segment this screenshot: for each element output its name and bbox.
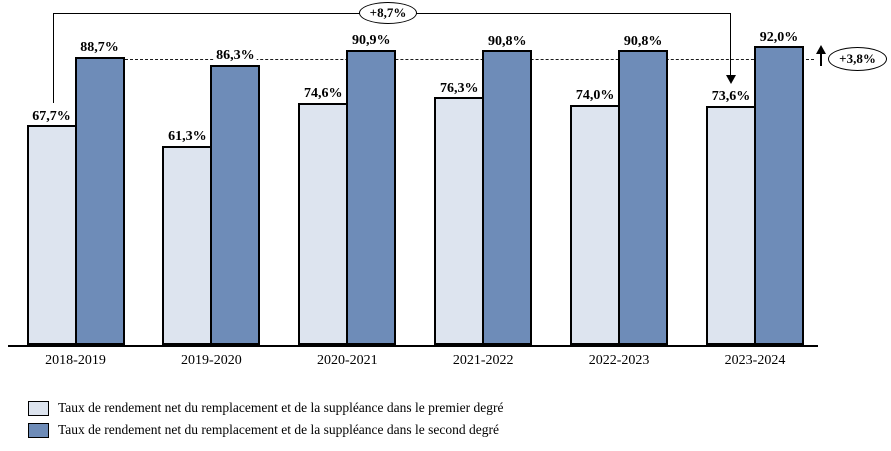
annotation-connector-left-segment	[53, 13, 54, 103]
bar-value-label: 67,7%	[30, 108, 73, 125]
bar-second-degre-2022-2023: 90,8%	[618, 34, 669, 345]
bar-premier-degre-2019-2020: 61,3%	[162, 130, 213, 345]
bar-value-label: 73,6%	[709, 89, 753, 105]
bar-group-2018-2019: 67,7% 88,7%	[26, 41, 125, 345]
x-axis-label-2023-2024: 2023-2024	[724, 353, 786, 368]
legend-item-premier-degre: Taux de rendement net du remplacement et…	[28, 400, 504, 416]
x-axis-label-2022-2023: 2022-2023	[588, 353, 650, 368]
bar-premier-degre-2018-2019: 67,7%	[26, 109, 77, 345]
bar-premier-degre-2022-2023: 74,0%	[570, 88, 621, 345]
x-axis-label-2020-2021: 2020-2021	[316, 353, 378, 368]
reference-dashed-line	[125, 59, 814, 60]
bar-premier-degre-2021-2022: 76,3%	[434, 81, 485, 345]
bar-value-label: 74,6%	[302, 86, 345, 102]
bar-value-label: 86,3%	[214, 48, 257, 64]
annotation-connector-right-segment	[730, 13, 731, 76]
legend-item-second-degre: Taux de rendement net du remplacement et…	[28, 422, 503, 438]
bar-value-label: 90,9%	[350, 33, 393, 49]
arrow-up-stem	[820, 52, 822, 66]
arrow-down-icon	[726, 75, 736, 84]
bar-group-2023-2024: 73,6% 92,0%	[706, 30, 804, 345]
bar-second-degre-2018-2019: 88,7%	[74, 41, 125, 345]
bar-premier-degre-2020-2021: 74,6%	[298, 86, 349, 345]
bar-group-2020-2021: 74,6% 90,9%	[298, 34, 397, 345]
x-axis-label-2021-2022: 2021-2022	[452, 353, 514, 368]
legend-swatch-second-degre	[28, 423, 49, 438]
bar-value-label: 74,0%	[573, 88, 617, 104]
legend-label-premier-degre: Taux de rendement net du remplacement et…	[58, 400, 504, 416]
legend-label-second-degre: Taux de rendement net du remplacement et…	[58, 422, 499, 438]
bar-premier-degre-2023-2024: 73,6%	[706, 90, 756, 345]
plot-area: 67,7% 88,7% 61,3% 86,3% 74,6% 90,9% 76,3% 90,8%…	[8, 0, 818, 347]
premier-degre-evolution-value: +8,7%	[369, 5, 407, 20]
legend: Taux de rendement net du remplacement et…	[28, 400, 504, 438]
bar-value-label: 76,3%	[437, 80, 481, 97]
bar-value-label: 90,8%	[621, 33, 665, 50]
bar-second-degre-2023-2024: 92,0%	[754, 30, 804, 345]
bar-value-label: 88,7%	[78, 40, 121, 56]
x-axis-label-2018-2019: 2018-2019	[45, 353, 106, 368]
bar-second-degre-2019-2020: 86,3%	[210, 48, 261, 345]
second-degre-evolution-badge: +3,8%	[828, 47, 887, 71]
bar-second-degre-2021-2022: 90,8%	[482, 34, 533, 345]
bar-value-label: 61,3%	[166, 129, 209, 145]
bar-group-2019-2020: 61,3% 86,3%	[162, 48, 261, 345]
second-degre-evolution-value: +3,8%	[839, 51, 876, 66]
arrow-up-icon	[816, 45, 826, 54]
bar-group-2021-2022: 76,3% 90,8%	[434, 34, 533, 345]
bar-value-label: 90,8%	[485, 33, 529, 50]
legend-swatch-premier-degre	[28, 401, 49, 416]
bar-second-degre-2020-2021: 90,9%	[346, 34, 397, 345]
x-axis-label-2019-2020: 2019-2020	[181, 353, 242, 368]
bar-group-2022-2023: 74,0% 90,8%	[570, 34, 669, 345]
bar-value-label: 92,0%	[757, 29, 801, 46]
premier-degre-evolution-badge: +8,7%	[359, 2, 417, 24]
